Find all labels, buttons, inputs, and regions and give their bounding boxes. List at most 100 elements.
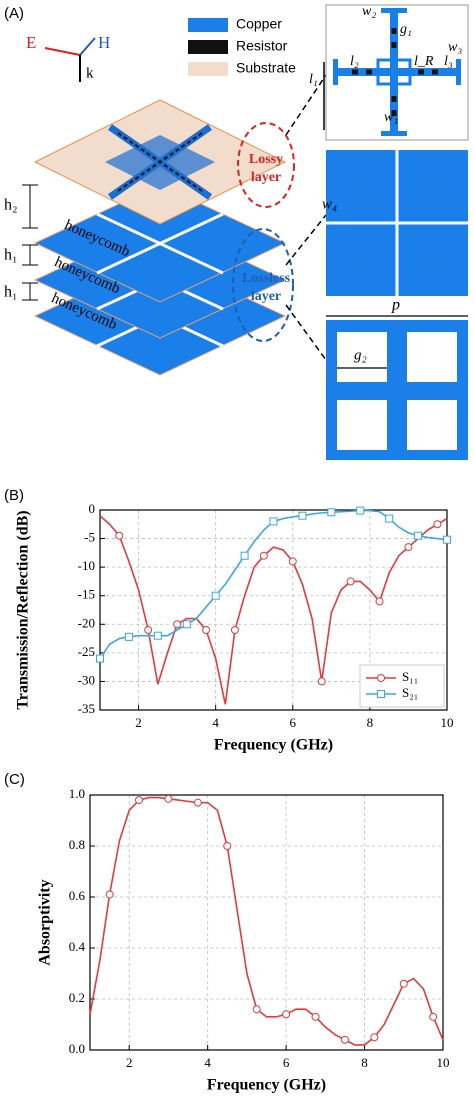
cross-horizontal	[333, 68, 461, 76]
height-label: h₂	[4, 197, 18, 214]
dim-label: g₂	[354, 347, 367, 363]
legend-label: S₁₁	[402, 669, 418, 684]
h-arrow	[79, 37, 96, 56]
series-line	[89, 796, 444, 1046]
layer-stack: honeycomb honeycomb honeycomb h₂ h₁ h₁	[4, 99, 287, 376]
y-tick-label: 1.0	[69, 786, 85, 801]
x-tick-label: 4	[204, 1055, 211, 1070]
marker	[252, 1005, 261, 1014]
x-tick-label: 8	[361, 1055, 368, 1070]
dim-label: w₄	[322, 196, 337, 212]
x-axis-title: Frequency (GHz)	[214, 737, 333, 754]
y-axis-title: Absorptivity	[37, 879, 54, 965]
callout-arrows	[285, 74, 327, 361]
series-line	[99, 509, 448, 660]
hole	[407, 332, 457, 382]
marker	[105, 890, 114, 899]
marker	[404, 543, 413, 552]
marker	[164, 794, 173, 803]
y-tick-label: -30	[78, 672, 95, 687]
x-tick-label: 4	[212, 715, 219, 730]
marker	[223, 842, 232, 850]
marker	[115, 531, 124, 540]
legend-text: Substrate	[236, 60, 296, 76]
dim-label: l_R	[414, 54, 434, 69]
y-tick-label: -35	[78, 701, 95, 716]
marker	[153, 631, 162, 640]
y-tick-label: 0.0	[69, 1041, 85, 1056]
lossless-ellipse	[232, 228, 294, 342]
x-tick-label: 10	[437, 1055, 450, 1070]
resistor-swatch	[188, 40, 228, 54]
unit-cell-pattern	[333, 8, 461, 136]
marker	[282, 1010, 291, 1019]
legend-label: S₂₁	[402, 685, 418, 700]
hole	[337, 332, 387, 382]
y-tick-label: -20	[78, 615, 95, 630]
y-tick-label: 0.6	[69, 888, 86, 903]
legend-text: Resistor	[236, 38, 288, 54]
material-legend: Copper Resistor Substrate	[188, 16, 296, 76]
panel-label: (B)	[4, 487, 24, 504]
lossless-label: Lossless	[242, 271, 291, 286]
dim-label: g₁	[400, 22, 412, 37]
series-line	[99, 515, 448, 705]
plot-frame	[89, 794, 444, 1051]
marker	[414, 531, 423, 540]
marker	[327, 508, 336, 517]
center-meander	[376, 58, 412, 86]
end-bar	[456, 59, 461, 85]
lossless-label: layer	[251, 289, 281, 304]
marker	[135, 796, 144, 805]
x-axis-title: Frequency (GHz)	[207, 1077, 326, 1094]
x-tick-label: 8	[367, 715, 374, 730]
marker	[230, 626, 239, 634]
marker	[288, 557, 297, 566]
substrate-swatch	[188, 62, 228, 76]
y-tick-label: 0.8	[69, 837, 85, 852]
y-tick-label: -5	[84, 530, 95, 545]
dim-label: p	[391, 297, 400, 314]
y-tick-label: 0.4	[69, 939, 86, 954]
y-tick-label: -15	[78, 587, 95, 602]
marker	[298, 511, 307, 520]
resistors	[117, 132, 203, 192]
end-bar	[381, 131, 407, 136]
e-label: E	[26, 33, 36, 52]
y-axis-title: Transmission/Reflection (dB)	[15, 510, 32, 709]
x-tick-label: 2	[135, 715, 142, 730]
y-tick-label: 0.2	[69, 990, 85, 1005]
e-arrow	[44, 47, 81, 56]
legend-box	[359, 664, 445, 708]
dim-label: w₂	[362, 4, 376, 19]
marker	[96, 654, 104, 663]
marker	[182, 620, 191, 629]
panel-label: (C)	[4, 771, 25, 788]
height-marks	[22, 184, 38, 301]
layer-gap	[96, 212, 224, 275]
resistor-marks	[352, 28, 438, 116]
plot-frame	[99, 509, 448, 711]
marker	[377, 674, 385, 682]
height-label: h₁	[4, 247, 18, 264]
lossy-label: layer	[251, 170, 281, 185]
marker	[429, 1012, 438, 1021]
dim-line	[326, 315, 468, 369]
marker	[240, 551, 249, 560]
legend-text: Copper	[236, 16, 282, 32]
marker	[124, 632, 133, 641]
lossless-cell: w₄	[322, 150, 468, 296]
x-tick-label: 6	[290, 715, 297, 730]
y-tick-label: -25	[78, 644, 95, 659]
dim-label: w₁	[384, 110, 398, 125]
marker	[385, 514, 394, 523]
end-bar	[333, 59, 338, 85]
copper-swatch	[188, 18, 228, 32]
lossy-ellipse	[237, 122, 295, 208]
marker	[433, 520, 442, 529]
gap	[326, 150, 468, 296]
x-tick-label: 10	[441, 715, 454, 730]
marker	[311, 1012, 320, 1021]
dim-label: l₂	[350, 54, 359, 69]
dim-label: l₁	[309, 72, 318, 87]
